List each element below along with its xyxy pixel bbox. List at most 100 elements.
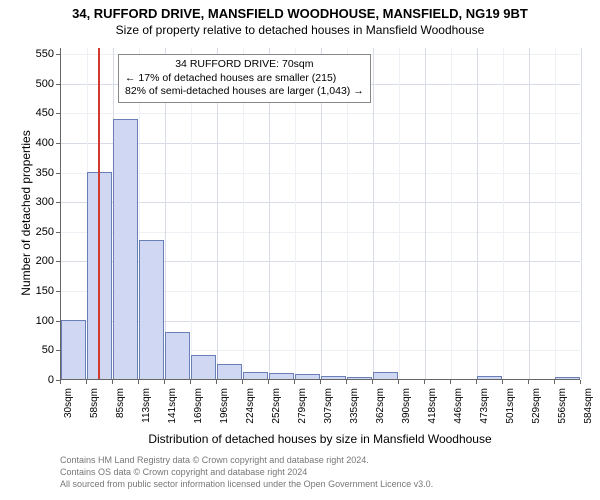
x-tick-mark [86, 380, 87, 384]
histogram-bar [347, 377, 372, 379]
x-tick-label: 169sqm [193, 388, 204, 433]
x-tick-mark [398, 380, 399, 384]
x-tick-label: 418sqm [427, 388, 438, 433]
x-tick-mark [138, 380, 139, 384]
gridline-v [555, 48, 556, 379]
x-tick-label: 113sqm [141, 388, 152, 433]
footer-line1: Contains HM Land Registry data © Crown c… [60, 454, 433, 466]
chart-subtitle: Size of property relative to detached ho… [0, 21, 600, 37]
footer-attribution: Contains HM Land Registry data © Crown c… [60, 454, 433, 490]
y-tick-mark [56, 291, 60, 292]
x-tick-mark [580, 380, 581, 384]
histogram-bar [217, 364, 242, 379]
y-tick-mark [56, 232, 60, 233]
reference-line [98, 48, 100, 379]
histogram-bar [477, 376, 502, 379]
y-tick-mark [56, 143, 60, 144]
histogram-bar [321, 376, 346, 379]
y-tick-mark [56, 261, 60, 262]
legend-line3: 82% of semi-detached houses are larger (… [125, 85, 364, 99]
x-tick-mark [60, 380, 61, 384]
x-tick-label: 141sqm [167, 388, 178, 433]
y-tick-label: 50 [26, 344, 54, 356]
y-tick-label: 200 [26, 255, 54, 267]
x-tick-label: 501sqm [505, 388, 516, 433]
x-tick-mark [164, 380, 165, 384]
y-tick-label: 300 [26, 196, 54, 208]
histogram-bar [165, 332, 190, 379]
y-tick-label: 500 [26, 78, 54, 90]
x-tick-mark [372, 380, 373, 384]
histogram-bar [269, 373, 294, 379]
x-tick-label: 30sqm [63, 388, 74, 433]
x-tick-label: 529sqm [531, 388, 542, 433]
legend-box: 34 RUFFORD DRIVE: 70sqm ← 17% of detache… [118, 54, 371, 103]
histogram-bar [139, 240, 164, 379]
histogram-bar [113, 119, 138, 379]
y-tick-label: 100 [26, 315, 54, 327]
x-tick-mark [320, 380, 321, 384]
gridline-v [503, 48, 504, 379]
histogram-bar [243, 372, 268, 379]
x-tick-label: 307sqm [323, 388, 334, 433]
footer-line3: All sourced from public sector informati… [60, 478, 433, 490]
x-axis-label: Distribution of detached houses by size … [60, 432, 580, 446]
y-axis-label: Number of detached properties [19, 123, 33, 303]
x-tick-label: 196sqm [219, 388, 230, 433]
y-tick-mark [56, 321, 60, 322]
x-tick-mark [502, 380, 503, 384]
gridline-v [529, 48, 530, 379]
gridline-v [399, 48, 400, 379]
x-tick-mark [216, 380, 217, 384]
histogram-bar [373, 372, 398, 379]
gridline-v [373, 48, 374, 379]
gridline-v [425, 48, 426, 379]
y-tick-label: 350 [26, 167, 54, 179]
y-tick-mark [56, 173, 60, 174]
x-tick-mark [450, 380, 451, 384]
x-tick-mark [528, 380, 529, 384]
x-tick-mark [476, 380, 477, 384]
x-tick-mark [554, 380, 555, 384]
gridline-v [477, 48, 478, 379]
x-tick-mark [242, 380, 243, 384]
x-tick-label: 362sqm [375, 388, 386, 433]
x-tick-label: 390sqm [401, 388, 412, 433]
y-tick-label: 250 [26, 226, 54, 238]
y-tick-mark [56, 202, 60, 203]
chart-title: 34, RUFFORD DRIVE, MANSFIELD WOODHOUSE, … [0, 0, 600, 21]
x-tick-label: 252sqm [271, 388, 282, 433]
histogram-bar [555, 377, 580, 379]
x-tick-label: 224sqm [245, 388, 256, 433]
x-tick-mark [268, 380, 269, 384]
x-tick-label: 556sqm [557, 388, 568, 433]
y-tick-label: 400 [26, 137, 54, 149]
x-tick-mark [346, 380, 347, 384]
y-tick-label: 450 [26, 107, 54, 119]
histogram-bar [61, 320, 86, 379]
x-tick-mark [424, 380, 425, 384]
x-tick-label: 335sqm [349, 388, 360, 433]
y-tick-label: 550 [26, 48, 54, 60]
legend-line1: 34 RUFFORD DRIVE: 70sqm [125, 58, 364, 72]
y-tick-label: 150 [26, 285, 54, 297]
footer-line2: Contains OS data © Crown copyright and d… [60, 466, 433, 478]
x-tick-label: 446sqm [453, 388, 464, 433]
gridline-v [581, 48, 582, 379]
x-tick-label: 279sqm [297, 388, 308, 433]
chart-container: { "title": "34, RUFFORD DRIVE, MANSFIELD… [0, 0, 600, 500]
x-tick-mark [190, 380, 191, 384]
x-tick-label: 584sqm [583, 388, 594, 433]
histogram-bar [295, 374, 320, 379]
x-tick-label: 85sqm [115, 388, 126, 433]
histogram-bar [191, 355, 216, 379]
y-tick-mark [56, 113, 60, 114]
gridline-v [451, 48, 452, 379]
y-tick-mark [56, 54, 60, 55]
x-tick-label: 58sqm [89, 388, 100, 433]
y-tick-mark [56, 350, 60, 351]
y-tick-mark [56, 84, 60, 85]
y-tick-label: 0 [26, 374, 54, 386]
x-tick-label: 473sqm [479, 388, 490, 433]
legend-line2: ← 17% of detached houses are smaller (21… [125, 72, 364, 86]
